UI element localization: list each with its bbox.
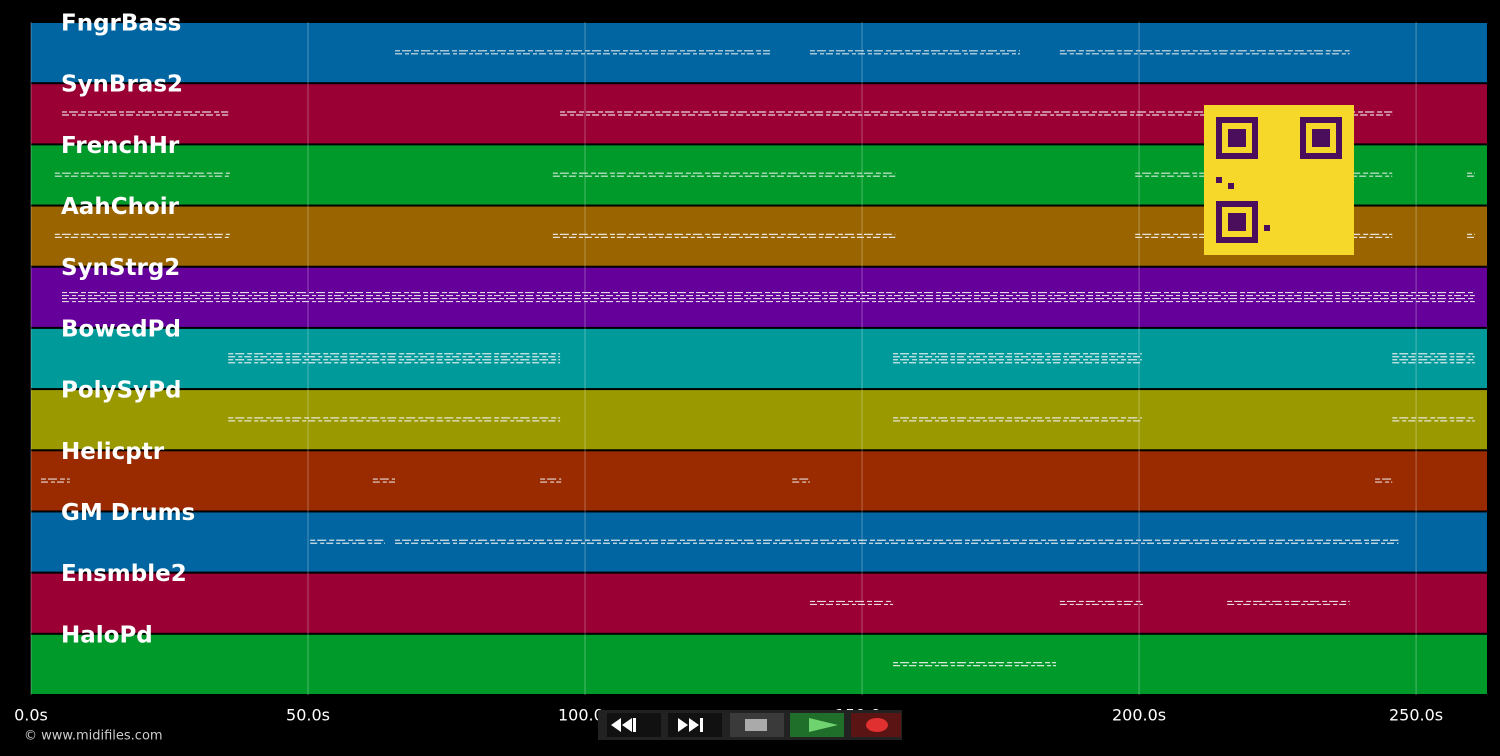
tick-label: 0.0s [14, 706, 48, 725]
note-run [395, 539, 1399, 544]
track-band [31, 390, 1487, 450]
note-run [54, 172, 230, 177]
note-run [228, 353, 561, 364]
record-icon [866, 718, 888, 732]
track-name: FrenchHr [61, 133, 180, 159]
stop-icon [745, 719, 767, 731]
track-band [31, 451, 1487, 511]
note-run [1059, 600, 1143, 606]
note-run [893, 353, 1142, 364]
note-run [1059, 50, 1350, 55]
rewind-button[interactable] [607, 713, 661, 737]
qr-module [1264, 225, 1270, 231]
track-name: SynBras2 [61, 72, 183, 98]
note-run [552, 233, 896, 238]
track-name: Helicptr [61, 439, 165, 465]
note-run [1375, 478, 1393, 483]
track-name: BowedPd [61, 316, 181, 342]
track-name: Ensmble2 [61, 561, 187, 587]
note-run [809, 50, 1020, 55]
track-band [31, 328, 1487, 389]
tick-label: 200.0s [1112, 706, 1166, 725]
track-name: HaloPd [61, 622, 153, 648]
track-band [31, 573, 1487, 633]
track-band [31, 512, 1487, 572]
tick-label: 250.0s [1389, 706, 1443, 725]
note-run [372, 478, 395, 483]
track-band [31, 267, 1487, 327]
play-button[interactable] [790, 713, 844, 737]
qr-code [1204, 105, 1354, 255]
play-icon [809, 718, 838, 732]
note-run [1392, 417, 1475, 422]
note-run [62, 291, 1475, 303]
note-run [893, 662, 1056, 667]
forward-button[interactable] [668, 713, 722, 737]
note-run [1467, 233, 1475, 238]
track-name: GM Drums [61, 500, 195, 526]
track-band [31, 634, 1487, 694]
grid [30, 22, 1417, 695]
forward-icon [678, 718, 703, 732]
note-run [809, 600, 894, 606]
record-button[interactable] [851, 713, 901, 737]
note-run [540, 478, 562, 483]
qr-finder [1228, 129, 1246, 147]
credit: © www.midifiles.com [24, 729, 163, 744]
note-run [1467, 172, 1475, 177]
qr-finder [1228, 213, 1246, 231]
track-name: FngrBass [61, 11, 181, 37]
track-band [31, 23, 1487, 83]
note-run [310, 539, 386, 544]
note-run [395, 50, 771, 55]
rewind-icon [611, 718, 636, 732]
note-run [552, 172, 896, 177]
stop-button[interactable] [730, 713, 784, 737]
note-run [1227, 600, 1350, 606]
tick-label: 50.0s [286, 706, 330, 725]
note-run [1392, 353, 1475, 364]
transport-controls [598, 710, 902, 740]
note-run [792, 478, 810, 483]
qr-module [1228, 183, 1234, 189]
note-run [228, 417, 561, 422]
qr-module [1216, 177, 1222, 183]
track-name: SynStrg2 [61, 255, 180, 281]
note-run [54, 233, 230, 238]
track-name: AahChoir [61, 194, 180, 220]
qr-finder [1312, 129, 1330, 147]
note-run [62, 111, 229, 116]
track-name: PolySyPd [61, 378, 181, 404]
note-run [40, 478, 70, 483]
note-run [893, 417, 1142, 422]
